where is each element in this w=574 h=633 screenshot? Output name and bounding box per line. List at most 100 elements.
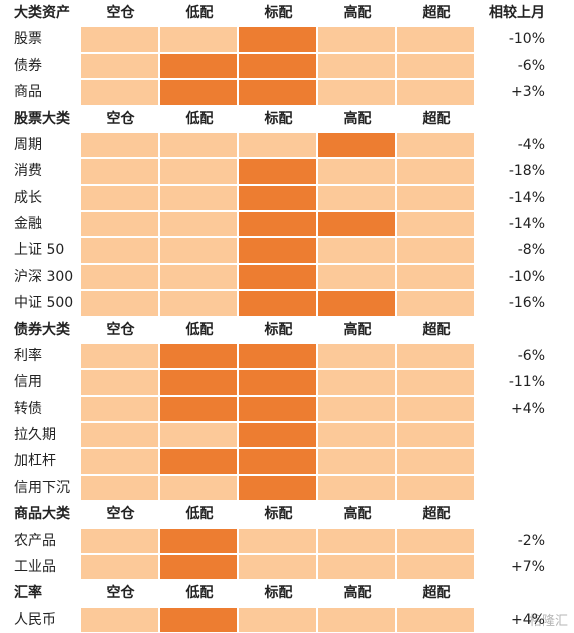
row-label: 消费 (14, 163, 42, 180)
cell (318, 238, 395, 263)
cell (397, 396, 474, 421)
cell (239, 607, 316, 632)
column-header: 超配 (422, 506, 451, 523)
change-value: -11% (508, 374, 545, 391)
cell (397, 528, 474, 553)
cell-highlighted (239, 370, 316, 395)
row-label: 债券 (14, 57, 42, 74)
change-value: +4% (511, 611, 545, 628)
cell-highlighted (160, 449, 237, 474)
cell (318, 528, 395, 553)
cell-highlighted (239, 80, 316, 105)
row-label: 农产品 (14, 532, 56, 549)
cell-highlighted (239, 212, 316, 237)
cell (318, 159, 395, 184)
cell (397, 291, 474, 316)
cell-highlighted (160, 554, 237, 580)
change-value: -6% (517, 347, 545, 364)
cell (81, 423, 158, 448)
cell (239, 132, 316, 158)
cell (239, 528, 316, 553)
column-header: 标配 (264, 585, 293, 602)
cell-highlighted (318, 291, 395, 316)
cell (81, 396, 158, 421)
row-label: 转债 (14, 400, 42, 417)
cell (397, 607, 474, 632)
row-label: 拉久期 (14, 427, 56, 443)
column-header: 标配 (264, 506, 293, 523)
change-value: +3% (511, 84, 545, 101)
cell-highlighted (318, 212, 395, 237)
column-header: 标配 (264, 5, 293, 21)
cell (81, 132, 158, 158)
cell (397, 80, 474, 105)
change-value: -10% (508, 31, 545, 48)
column-header: 高配 (343, 5, 372, 21)
cell (160, 423, 237, 448)
cell (81, 291, 158, 316)
column-header: 超配 (422, 110, 451, 127)
cell (160, 264, 237, 290)
row-label: 工业品 (14, 558, 56, 575)
row-label: 周期 (14, 136, 42, 153)
cell (239, 554, 316, 580)
cell-highlighted (239, 449, 316, 474)
change-value: -8% (517, 242, 545, 259)
row-label: 上证 50 (14, 242, 65, 259)
column-header: 高配 (343, 321, 372, 338)
row-label: 沪深 300 (14, 268, 74, 285)
column-header: 高配 (343, 585, 372, 602)
cell (397, 238, 474, 263)
cell-highlighted (239, 423, 316, 448)
cell (397, 370, 474, 395)
cell (318, 554, 395, 580)
cell (397, 264, 474, 290)
cell (318, 423, 395, 448)
cell-highlighted (239, 343, 316, 369)
cell (160, 159, 237, 184)
column-header: 空仓 (106, 585, 135, 602)
row-label: 中证 500 (14, 295, 74, 312)
column-header: 空仓 (106, 321, 135, 338)
cell (81, 554, 158, 580)
cell-highlighted (239, 291, 316, 316)
column-header: 低配 (185, 585, 214, 602)
cell (318, 396, 395, 421)
cell (318, 264, 395, 290)
cell-highlighted (160, 528, 237, 553)
change-value: -10% (508, 268, 545, 285)
cell-highlighted (239, 185, 316, 210)
cell (397, 27, 474, 52)
cell-highlighted (239, 27, 316, 52)
column-header: 高配 (343, 110, 372, 127)
row-label: 股票 (14, 31, 42, 48)
cell-highlighted (239, 159, 316, 184)
row-label: 信用下沉 (14, 479, 70, 496)
section-title: 大类资产 (14, 5, 70, 21)
row-label: 人民币 (14, 611, 56, 628)
cell-highlighted (160, 80, 237, 105)
change-header: 相较上月 (489, 5, 545, 21)
change-value: +4% (511, 400, 545, 417)
cell (81, 53, 158, 79)
cell-highlighted (160, 53, 237, 79)
cell (160, 291, 237, 316)
cell-highlighted (160, 370, 237, 395)
cell (318, 449, 395, 474)
cell (160, 185, 237, 210)
row-label: 成长 (14, 189, 42, 206)
column-header: 超配 (422, 585, 451, 602)
cell (397, 554, 474, 580)
column-header: 标配 (264, 321, 293, 338)
cell (160, 27, 237, 52)
column-header: 低配 (185, 321, 214, 338)
cell (318, 343, 395, 369)
cell (397, 423, 474, 448)
cell-highlighted (160, 607, 237, 632)
section-title: 股票大类 (14, 110, 70, 127)
change-value: -16% (508, 295, 545, 312)
change-value: -14% (508, 216, 545, 232)
column-header: 低配 (185, 506, 214, 523)
column-header: 高配 (343, 506, 372, 523)
